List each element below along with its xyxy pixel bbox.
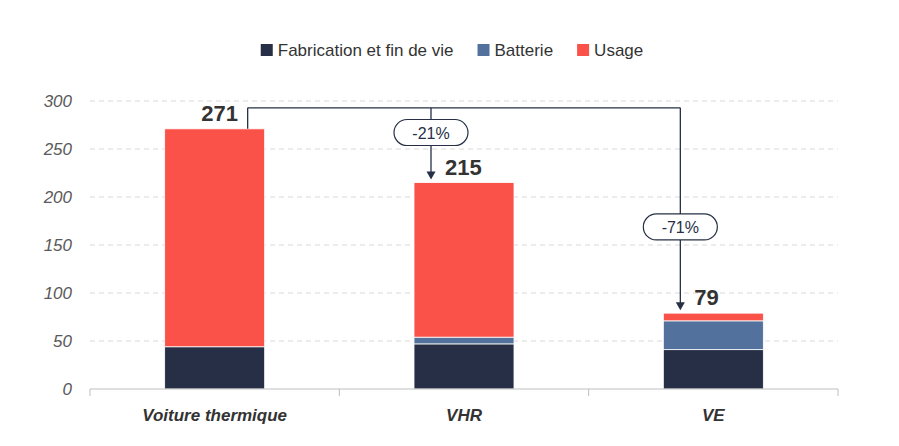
y-tick-label: 300	[44, 92, 73, 111]
annotations: -21% -71%	[248, 108, 718, 310]
legend-label: Usage	[594, 41, 643, 60]
arrow-head	[427, 172, 436, 180]
legend-label: Batterie	[495, 41, 554, 60]
y-tick-label: 0	[63, 380, 73, 399]
y-tick-label: 50	[53, 332, 72, 351]
category-separator	[588, 389, 589, 396]
bar-segment	[663, 313, 763, 321]
bar-segment	[414, 337, 514, 344]
arrow-line	[248, 107, 681, 108]
chart: 0 50 100 150 200 250 300 Voiture thermique VHR VE…	[0, 0, 899, 446]
annotation-label: -71%	[662, 219, 699, 236]
bar-segment	[663, 321, 763, 350]
category-separator	[838, 389, 839, 396]
y-tick-label: 150	[44, 236, 73, 255]
bar-segment	[165, 347, 265, 389]
bar-segment	[663, 350, 763, 389]
category-separator	[339, 389, 340, 396]
x-axis-line	[90, 389, 838, 390]
bar-segment	[165, 129, 265, 347]
bar-segment	[414, 183, 514, 338]
arrow-line	[247, 108, 248, 129]
category-separator	[90, 389, 91, 396]
legend-label: Fabrication et fin de vie	[278, 41, 454, 60]
legend-swatch	[261, 44, 273, 56]
annotation-pill	[643, 214, 717, 240]
legend-swatch	[478, 44, 490, 56]
bar-segment	[414, 344, 514, 389]
arrow-line	[680, 108, 681, 304]
total-label: 215	[445, 155, 482, 180]
x-tick-label: VHR	[446, 406, 483, 425]
bars	[165, 129, 764, 389]
x-tick-label: Voiture thermique	[142, 406, 287, 425]
arrow-head	[676, 302, 685, 310]
annotation-label: -21%	[412, 125, 449, 142]
total-label: 271	[201, 101, 238, 126]
y-tick-label: 100	[44, 284, 73, 303]
x-tick-label: VE	[702, 406, 725, 425]
legend: Fabrication et fin de vie Batterie Usage	[261, 41, 644, 60]
annotation-pill	[394, 120, 468, 146]
y-tick-label: 200	[43, 188, 73, 207]
y-tick-label: 250	[43, 140, 73, 159]
total-label: 79	[694, 285, 718, 310]
legend-swatch	[577, 44, 589, 56]
